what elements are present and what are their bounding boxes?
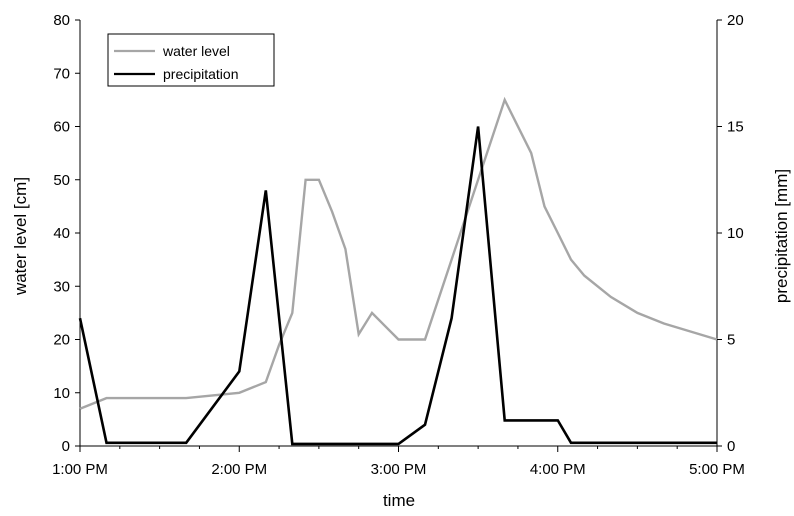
- y-tick-label-left: 40: [53, 225, 70, 242]
- x-tick-label: 5:00 PM: [689, 461, 745, 478]
- y-axis-title-left: water level [cm]: [11, 177, 30, 296]
- x-tick-label: 4:00 PM: [530, 461, 586, 478]
- y-tick-label-right: 0: [727, 438, 735, 455]
- y-tick-label-right: 15: [727, 119, 744, 136]
- legend-label-water-level: water level: [162, 43, 230, 59]
- legend-label-precipitation: precipitation: [163, 66, 239, 82]
- y-axis-title-right: precipitation [mm]: [772, 169, 791, 303]
- labels-layer: 0 10 20 30 40 50 60 70 80 0 5 10 15 20 1:00 PM 2:00 PM 3…: [52, 12, 745, 478]
- legend: water level precipitation: [107, 33, 275, 87]
- y-tick-label-left: 0: [62, 438, 70, 455]
- y-tick-label-right: 10: [727, 225, 744, 242]
- y-tick-label-left: 20: [53, 332, 70, 349]
- y-tick-label-left: 10: [53, 385, 70, 402]
- y-tick-label-left: 60: [53, 119, 70, 136]
- x-tick-label: 3:00 PM: [371, 461, 427, 478]
- y-tick-label-right: 20: [727, 12, 744, 29]
- y-tick-label-left: 70: [53, 65, 70, 82]
- series-layer: [78, 96, 718, 446]
- y-tick-label-left: 50: [53, 172, 70, 189]
- series-line-water-level: [79, 96, 718, 410]
- y-tick-label-right: 5: [727, 332, 735, 349]
- x-axis-title: time: [383, 491, 415, 510]
- x-tick-label: 1:00 PM: [52, 461, 108, 478]
- y-tick-label-left: 80: [53, 12, 70, 29]
- axes-layer: [75, 19, 722, 452]
- series-line-precipitation: [78, 126, 717, 446]
- legend-box: [107, 33, 275, 87]
- x-tick-label: 2:00 PM: [211, 461, 267, 478]
- y-tick-label-left: 30: [53, 278, 70, 295]
